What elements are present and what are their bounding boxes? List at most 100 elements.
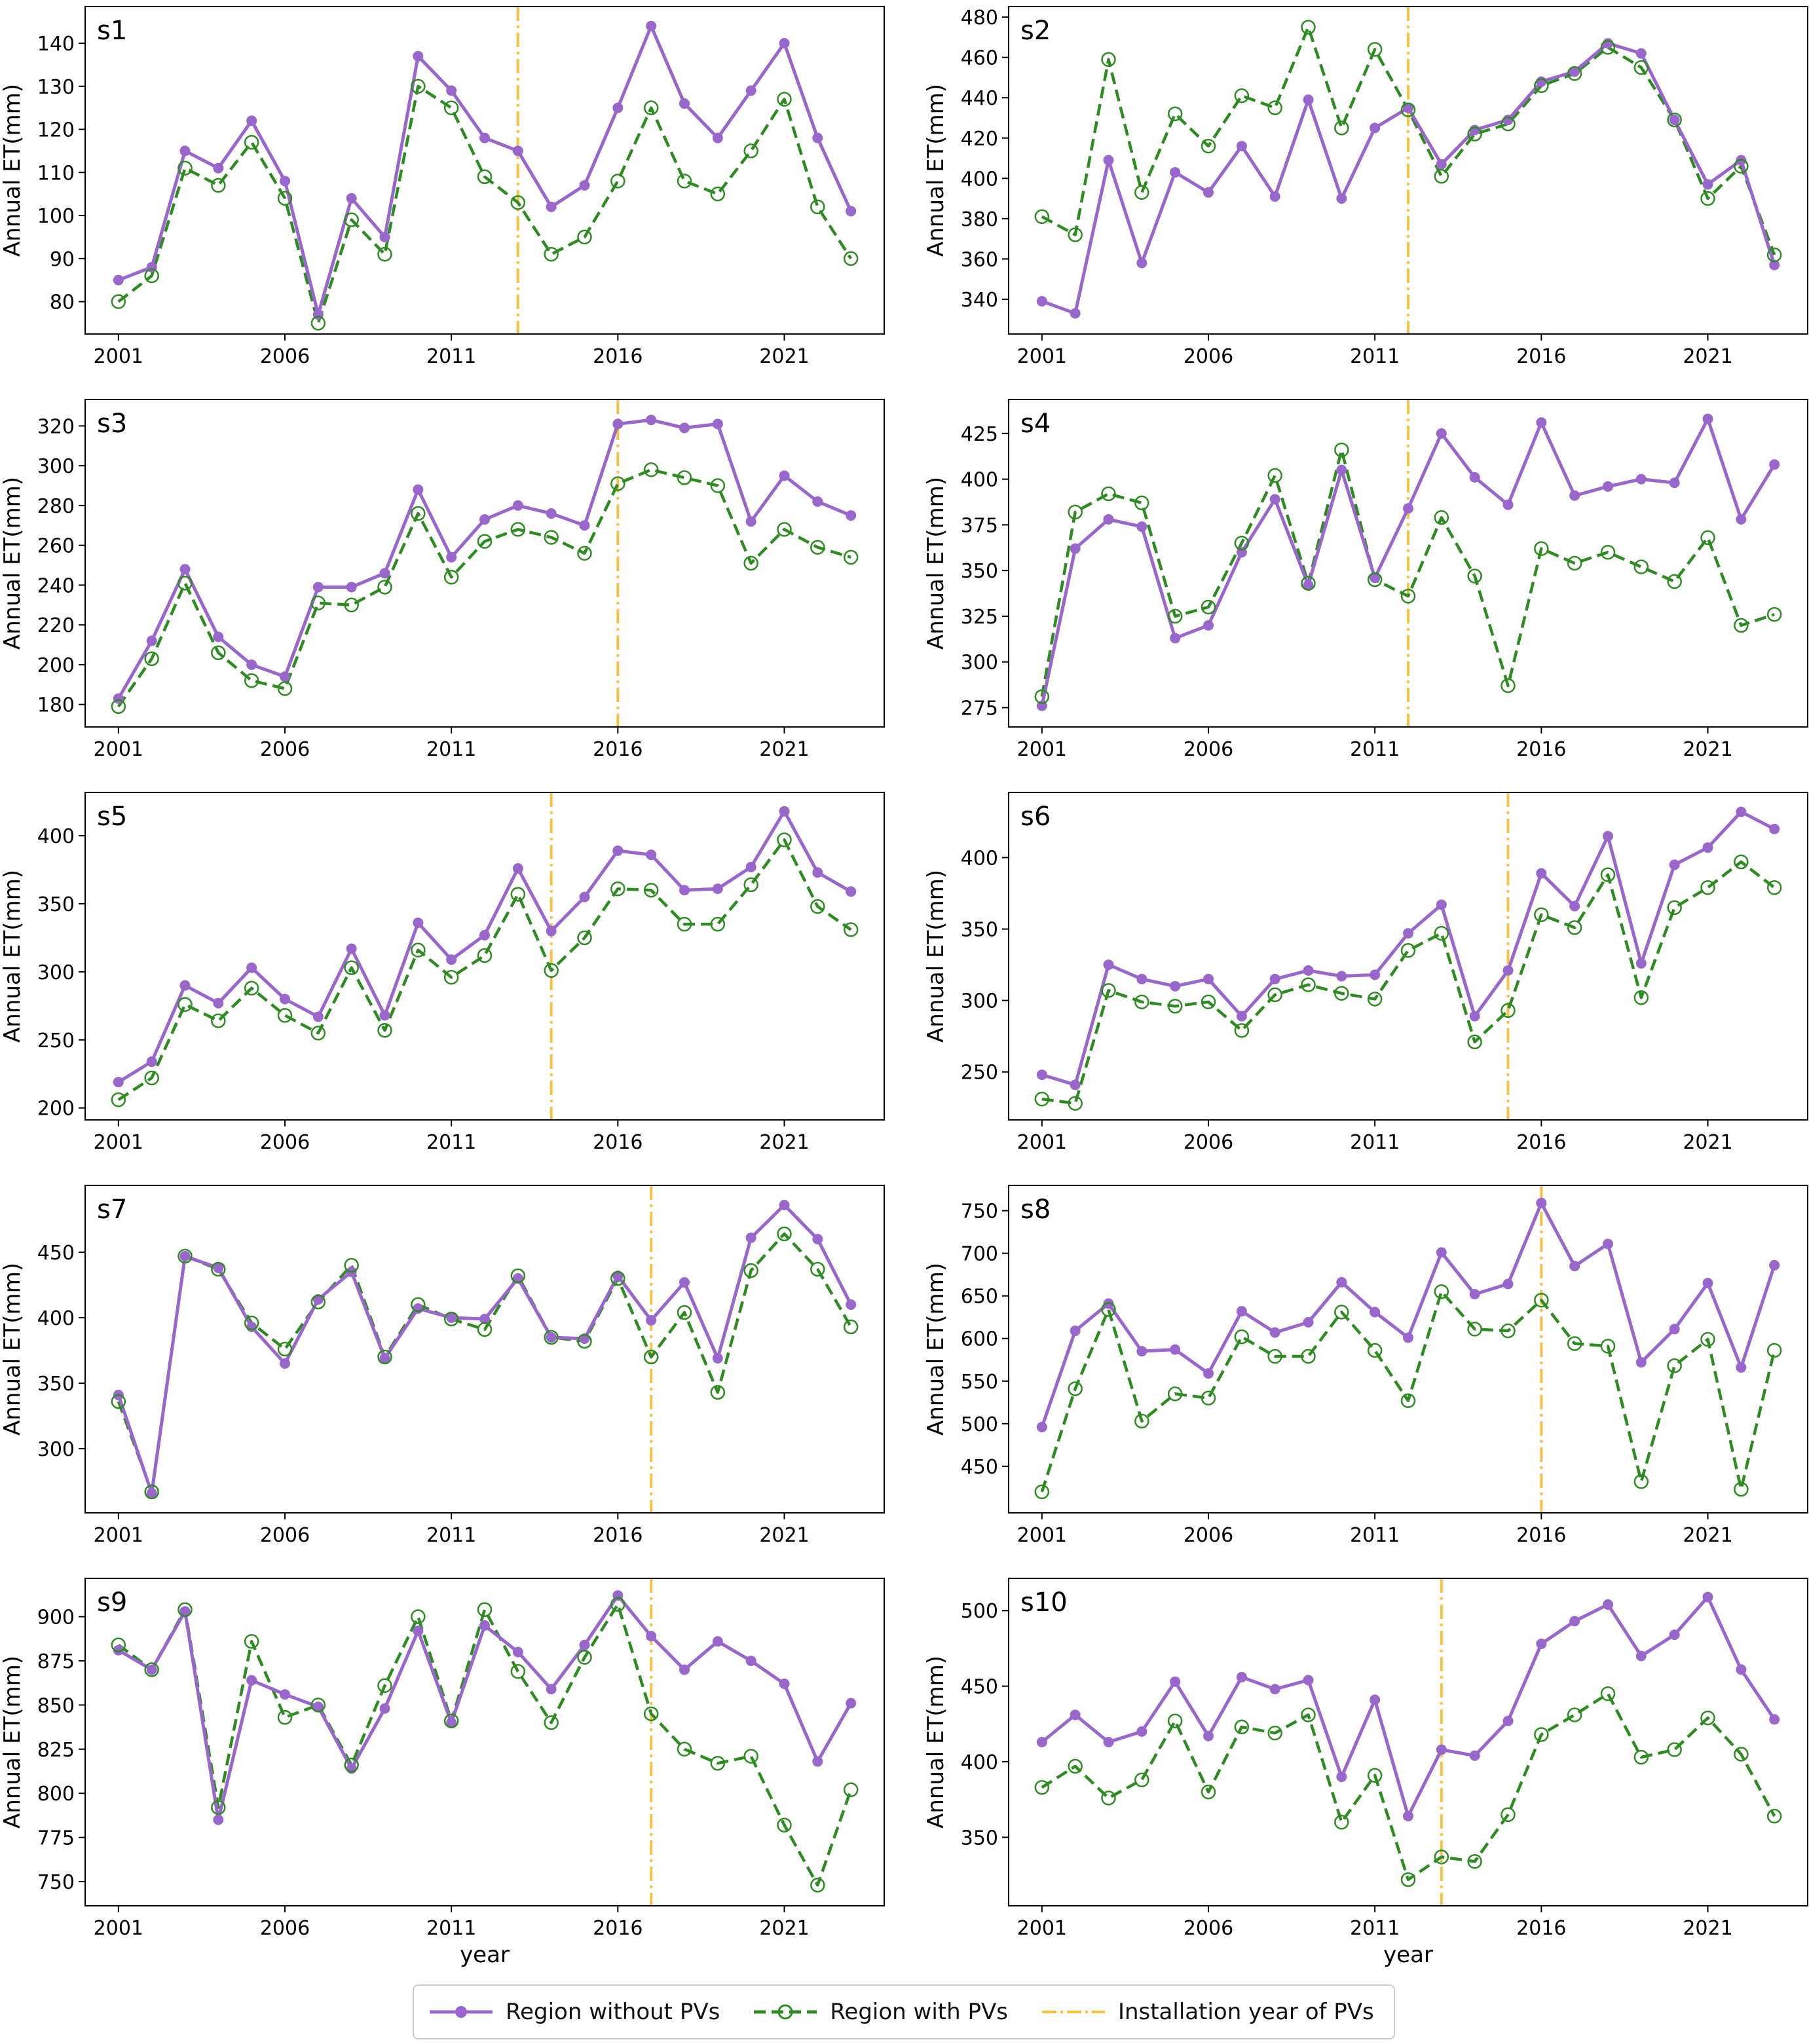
y-tick-label: 200 (37, 654, 75, 677)
data-point-with-pvs (277, 1008, 293, 1023)
data-point-with-pvs (544, 963, 559, 978)
data-point-without-pvs (612, 102, 624, 113)
data-point-with-pvs (810, 1261, 825, 1277)
data-point-without-pvs (646, 1631, 657, 1642)
data-point-with-pvs (1467, 568, 1482, 584)
data-point-without-pvs (1502, 499, 1514, 510)
data-point-with-pvs (1101, 52, 1116, 67)
data-point-without-pvs (1702, 413, 1713, 424)
x-tick-label: 2011 (1350, 738, 1400, 761)
x-tick-label: 2021 (759, 1917, 809, 1940)
data-point-with-pvs (843, 1319, 859, 1335)
y-tick-label: 100 (37, 205, 75, 228)
data-point-without-pvs (1336, 971, 1347, 982)
y-tick-label: 275 (961, 697, 998, 720)
data-point-with-pvs (677, 470, 692, 485)
data-point-with-pvs (211, 645, 226, 660)
data-point-with-pvs (777, 1226, 792, 1242)
data-point-without-pvs (679, 98, 690, 109)
data-point-without-pvs (1203, 1730, 1214, 1741)
data-point-without-pvs (1536, 417, 1547, 428)
data-point-with-pvs (1301, 1348, 1316, 1364)
data-point-without-pvs (246, 1675, 257, 1686)
data-point-with-pvs (177, 576, 193, 591)
data-point-with-pvs (1700, 1331, 1715, 1347)
data-point-with-pvs (1667, 112, 1682, 128)
data-point-without-pvs (1036, 1422, 1047, 1433)
data-point-with-pvs (111, 1637, 126, 1652)
data-point-with-pvs (377, 1022, 392, 1038)
x-tick-label: 2001 (1017, 738, 1067, 761)
y-tick-label: 500 (961, 1600, 998, 1623)
data-point-with-pvs (1766, 1343, 1782, 1358)
data-point-without-pvs (512, 863, 523, 874)
data-point-without-pvs (1269, 973, 1280, 984)
data-point-with-pvs (510, 887, 526, 902)
y-tick-label: 360 (961, 248, 998, 271)
data-point-without-pvs (779, 806, 790, 817)
data-point-with-pvs (1234, 1719, 1250, 1735)
data-point-with-pvs (1101, 1302, 1116, 1317)
data-point-with-pvs (710, 916, 726, 932)
data-point-without-pvs (745, 861, 756, 872)
data-point-without-pvs (1203, 973, 1214, 984)
legend-label-with-pvs: Region with PVs (830, 1999, 1008, 2025)
data-point-with-pvs (1700, 530, 1715, 546)
data-point-without-pvs (779, 38, 790, 49)
data-point-with-pvs (1734, 1481, 1749, 1497)
data-point-with-pvs (777, 832, 792, 847)
data-point-without-pvs (1370, 122, 1381, 134)
data-point-with-pvs (1501, 1807, 1516, 1823)
data-point-with-pvs (1367, 992, 1383, 1007)
data-point-with-pvs (1400, 588, 1416, 604)
plot-frame (84, 1578, 885, 1906)
data-point-with-pvs (1334, 1815, 1349, 1830)
data-point-with-pvs (411, 1297, 426, 1312)
data-point-without-pvs (413, 1626, 424, 1637)
data-point-with-pvs (1633, 60, 1649, 75)
data-point-with-pvs (1467, 1034, 1482, 1050)
data-point-with-pvs (577, 546, 592, 561)
data-point-with-pvs (1334, 121, 1349, 136)
data-point-with-pvs (1234, 536, 1250, 551)
data-point-with-pvs (443, 570, 459, 585)
x-tick-label: 2006 (260, 1524, 310, 1547)
data-point-without-pvs (1269, 1327, 1280, 1338)
y-tick-label: 440 (961, 87, 998, 110)
data-point-with-pvs (1633, 559, 1649, 574)
data-point-without-pvs (1635, 1650, 1647, 1662)
x-tick-label: 2021 (1683, 738, 1732, 761)
x-tick-label: 2001 (1017, 1131, 1067, 1154)
data-point-without-pvs (512, 500, 523, 511)
plot-frame (1008, 1578, 1808, 1906)
data-point-with-pvs (1700, 191, 1715, 206)
chart-panel-s2: 2001 2006 2011 2016 2021 340 360 380 400 420 440 46… (923, 6, 1808, 368)
data-point-with-pvs (1068, 1096, 1083, 1111)
series-line-with-pvs (1041, 1692, 1776, 1882)
data-point-with-pvs (1167, 1713, 1183, 1728)
data-point-with-pvs (411, 79, 426, 94)
x-tick-label: 2011 (426, 1131, 476, 1154)
data-point-with-pvs (1034, 1091, 1050, 1107)
data-point-with-pvs (1567, 1336, 1582, 1351)
data-point-with-pvs (1167, 1386, 1183, 1402)
y-tick-label: 875 (37, 1650, 75, 1673)
data-point-without-pvs (812, 1756, 823, 1767)
data-point-without-pvs (679, 1277, 690, 1288)
data-point-without-pvs (546, 1684, 557, 1695)
data-point-with-pvs (1234, 1023, 1250, 1038)
data-point-without-pvs (1702, 179, 1713, 190)
x-tick-label: 2006 (1184, 738, 1233, 761)
y-tick-label: 775 (37, 1827, 75, 1850)
y-tick-label: 300 (37, 455, 75, 478)
data-point-with-pvs (710, 1756, 726, 1771)
y-tick-label: 350 (961, 560, 998, 583)
data-point-with-pvs (1434, 510, 1449, 525)
plot-frame (1008, 1185, 1808, 1514)
data-point-with-pvs (211, 1261, 226, 1277)
y-tick-label: 110 (37, 162, 75, 185)
x-tick-label: 2001 (1017, 1524, 1067, 1547)
data-point-with-pvs (1667, 1358, 1682, 1373)
data-point-with-pvs (1201, 599, 1216, 615)
